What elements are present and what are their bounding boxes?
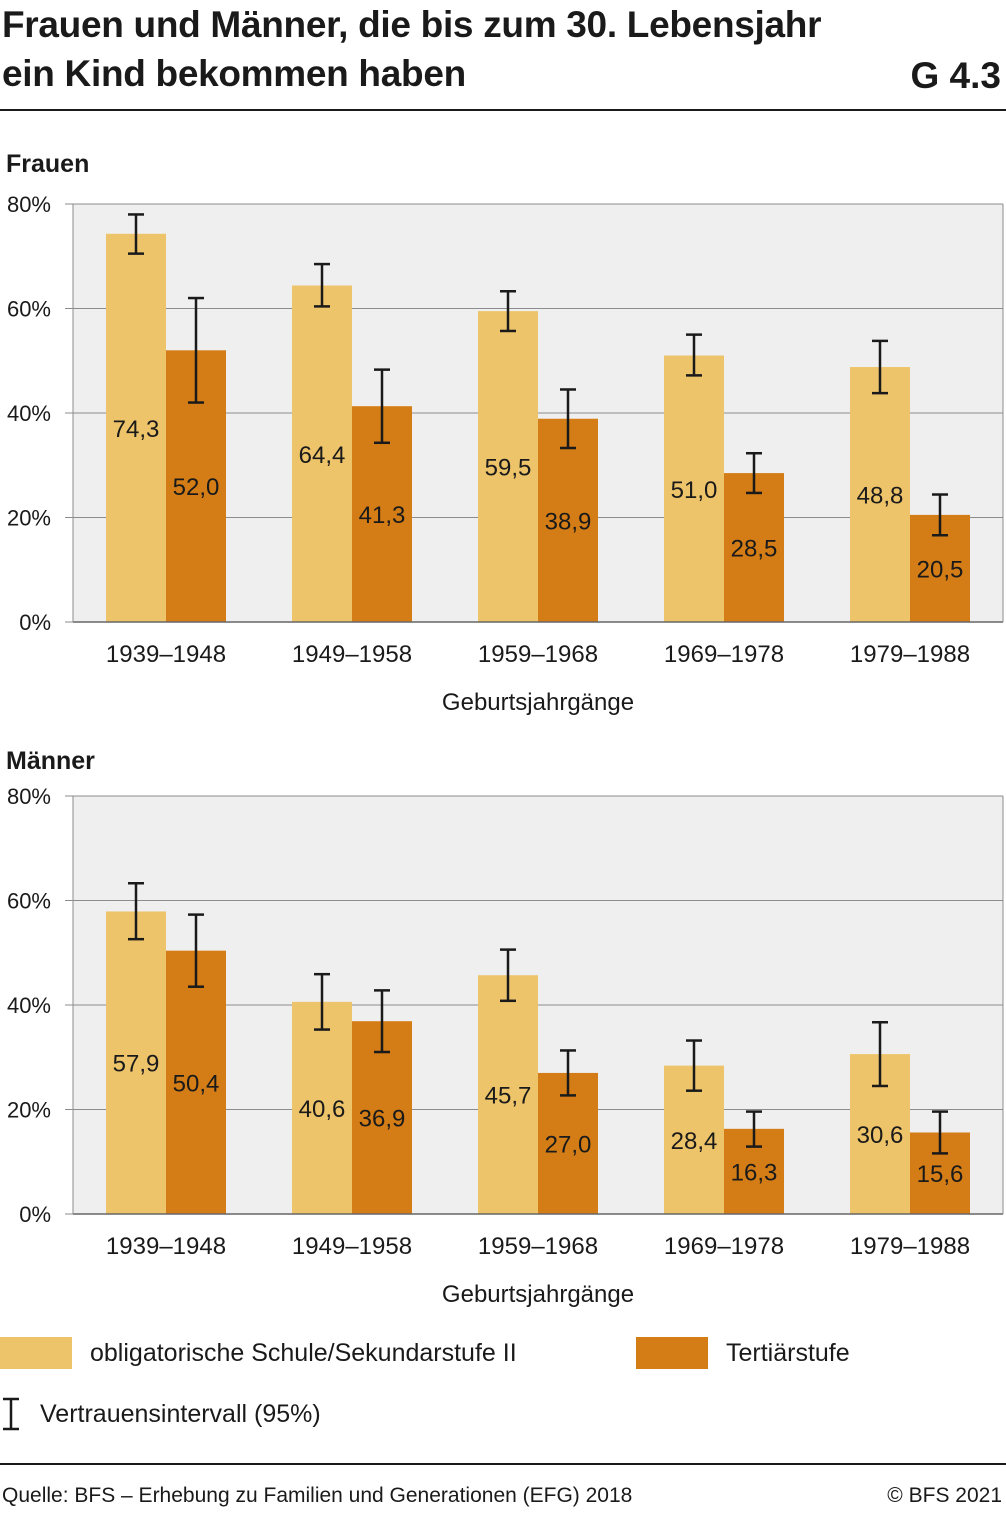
chart-title-line2: ein Kind bekommen haben	[2, 53, 466, 94]
x-tick-label: 1959–1968	[478, 641, 598, 668]
y-tick-label: 80%	[7, 784, 51, 809]
error-bar	[128, 882, 144, 941]
error-bar	[128, 213, 144, 255]
error-bar	[932, 493, 948, 537]
y-tick-label: 0%	[19, 610, 51, 635]
x-tick-label: 1979–1988	[850, 1233, 970, 1260]
x-tick-label: 1949–1958	[292, 641, 412, 668]
bar	[106, 911, 166, 1214]
data-label: 64,4	[299, 442, 346, 469]
bar	[664, 355, 724, 622]
bar	[478, 975, 538, 1214]
error-bar	[686, 1039, 702, 1092]
x-tick-label: 1969–1978	[664, 641, 784, 668]
legend-swatch-obligatorisch	[0, 1337, 72, 1369]
x-tick-label: 1939–1948	[106, 641, 226, 668]
data-label: 40,6	[299, 1096, 346, 1123]
error-bar	[314, 972, 330, 1031]
legend-label-obligatorisch: obligatorische Schule/Sekundarstufe II	[90, 1338, 517, 1367]
data-label: 50,4	[173, 1070, 220, 1097]
footer-copyright: © BFS 2021	[887, 1484, 1002, 1507]
error-bar	[188, 913, 204, 988]
legend-item-tertiaer: Tertiärstufe	[636, 1337, 850, 1369]
y-tick-label: 20%	[7, 1098, 51, 1123]
error-bar	[560, 1049, 576, 1097]
y-tick-label: 60%	[7, 297, 51, 322]
data-label: 48,8	[857, 483, 904, 510]
data-label: 15,6	[917, 1161, 964, 1188]
footer-source: Quelle: BFS – Erhebung zu Familien und G…	[2, 1484, 633, 1507]
chart-frauen: 0% 20% 40% 60% 80% 74,3 52,0 1939–1948 64,4 41,3 1…	[7, 192, 1004, 716]
data-label: 28,5	[731, 536, 778, 563]
y-tick-label: 20%	[7, 506, 51, 531]
bar	[538, 418, 598, 622]
chart-title: Frauen und Männer, die bis zum 30. Leben…	[2, 0, 862, 98]
error-bar	[314, 262, 330, 308]
bar	[166, 950, 226, 1214]
y-tick-label: 40%	[7, 993, 51, 1018]
error-bar	[560, 388, 576, 450]
header-rule	[0, 109, 1006, 111]
error-bar	[500, 290, 516, 333]
data-label: 36,9	[359, 1106, 406, 1133]
y-tick-label: 80%	[7, 192, 51, 217]
data-label: 20,5	[917, 556, 964, 583]
x-axis-title: Geburtsjahrgänge	[442, 1281, 634, 1308]
panel-title-frauen: Frauen	[6, 150, 90, 178]
y-tick-label: 0%	[19, 1202, 51, 1227]
footer-rule	[0, 1463, 1006, 1465]
chart-title-line1: Frauen und Männer, die bis zum 30. Leben…	[2, 4, 822, 45]
data-label: 51,0	[671, 477, 718, 504]
error-bar	[188, 296, 204, 404]
error-bar	[932, 1110, 948, 1155]
bar	[478, 311, 538, 622]
panel-title-maenner: Männer	[6, 747, 95, 775]
bar	[850, 367, 910, 622]
legend-label-tertiaer: Tertiärstufe	[726, 1338, 850, 1367]
data-label: 28,4	[671, 1128, 718, 1155]
data-label: 74,3	[113, 416, 160, 443]
error-bar	[374, 989, 390, 1054]
x-tick-label: 1939–1948	[106, 1233, 226, 1260]
data-label: 59,5	[485, 455, 532, 482]
data-label: 16,3	[731, 1159, 778, 1186]
error-bar	[374, 368, 390, 445]
x-tick-label: 1949–1958	[292, 1233, 412, 1260]
data-label: 52,0	[173, 474, 220, 501]
y-tick-label: 40%	[7, 401, 51, 426]
bar	[292, 285, 352, 622]
error-bar	[686, 333, 702, 377]
error-bar	[746, 1110, 762, 1148]
error-bar	[746, 451, 762, 495]
data-label: 41,3	[359, 502, 406, 529]
data-label: 30,6	[857, 1122, 904, 1149]
x-tick-label: 1959–1968	[478, 1233, 598, 1260]
data-label: 57,9	[113, 1051, 160, 1078]
x-tick-label: 1979–1988	[850, 641, 970, 668]
data-label: 27,0	[545, 1131, 592, 1158]
chart-maenner: 0% 20% 40% 60% 80% 57,9 50,4 1939–1948 40,6 36,9 1…	[7, 784, 1004, 1308]
chart-code: G 4.3	[910, 55, 1002, 96]
data-label: 45,7	[485, 1083, 532, 1110]
bar	[724, 473, 784, 622]
bar	[292, 1001, 352, 1214]
data-label: 38,9	[545, 508, 592, 535]
error-bar	[872, 1020, 888, 1088]
bar	[106, 233, 166, 622]
legend-item-obligatorisch: obligatorische Schule/Sekundarstufe II	[0, 1337, 517, 1369]
legend-label-ci: Vertrauensintervall (95%)	[40, 1400, 321, 1428]
bar	[352, 1021, 412, 1214]
error-bar	[500, 948, 516, 1003]
x-tick-label: 1969–1978	[664, 1233, 784, 1260]
y-tick-label: 60%	[7, 889, 51, 914]
error-bar	[872, 339, 888, 395]
confidence-interval-icon	[3, 1397, 19, 1431]
x-axis-title: Geburtsjahrgänge	[442, 689, 634, 716]
legend-swatch-tertiaer	[636, 1337, 708, 1369]
